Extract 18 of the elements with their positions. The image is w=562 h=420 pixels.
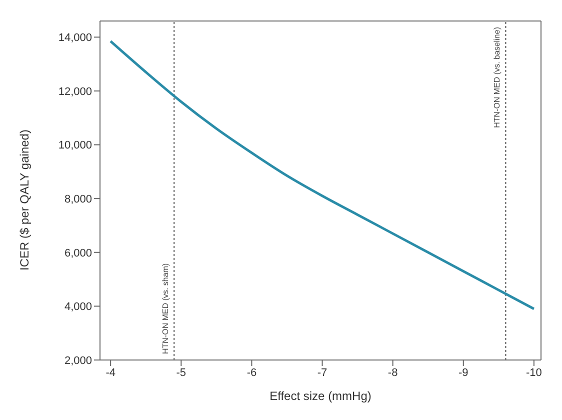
- y-tick-label: 6,000: [64, 247, 92, 260]
- y-tick-label: 8,000: [64, 193, 92, 206]
- y-tick-label: 2,000: [64, 354, 92, 367]
- x-tick-label: -9: [458, 366, 468, 379]
- y-axis-title: ICER ($ per QALY gained): [17, 130, 32, 270]
- y-tick-label: 12,000: [58, 86, 92, 98]
- x-tick-label: -8: [388, 366, 398, 379]
- x-axis-title: Effect size (mmHg): [270, 389, 372, 403]
- ref-line-label: HTN-ON MED (vs. baseline): [492, 26, 502, 128]
- y-tick-label: 10,000: [58, 140, 92, 152]
- ref-line-label: HTN-ON MED (vs. sham): [161, 263, 170, 354]
- x-tick-label: -4: [106, 366, 116, 379]
- x-tick-label: -5: [176, 366, 186, 379]
- x-tick-label: -10: [526, 366, 542, 379]
- y-tick-label: 14,000: [58, 32, 92, 44]
- y-tick-label: 4,000: [64, 301, 92, 314]
- x-tick-label: -6: [246, 366, 257, 379]
- x-tick-label: -7: [317, 366, 328, 379]
